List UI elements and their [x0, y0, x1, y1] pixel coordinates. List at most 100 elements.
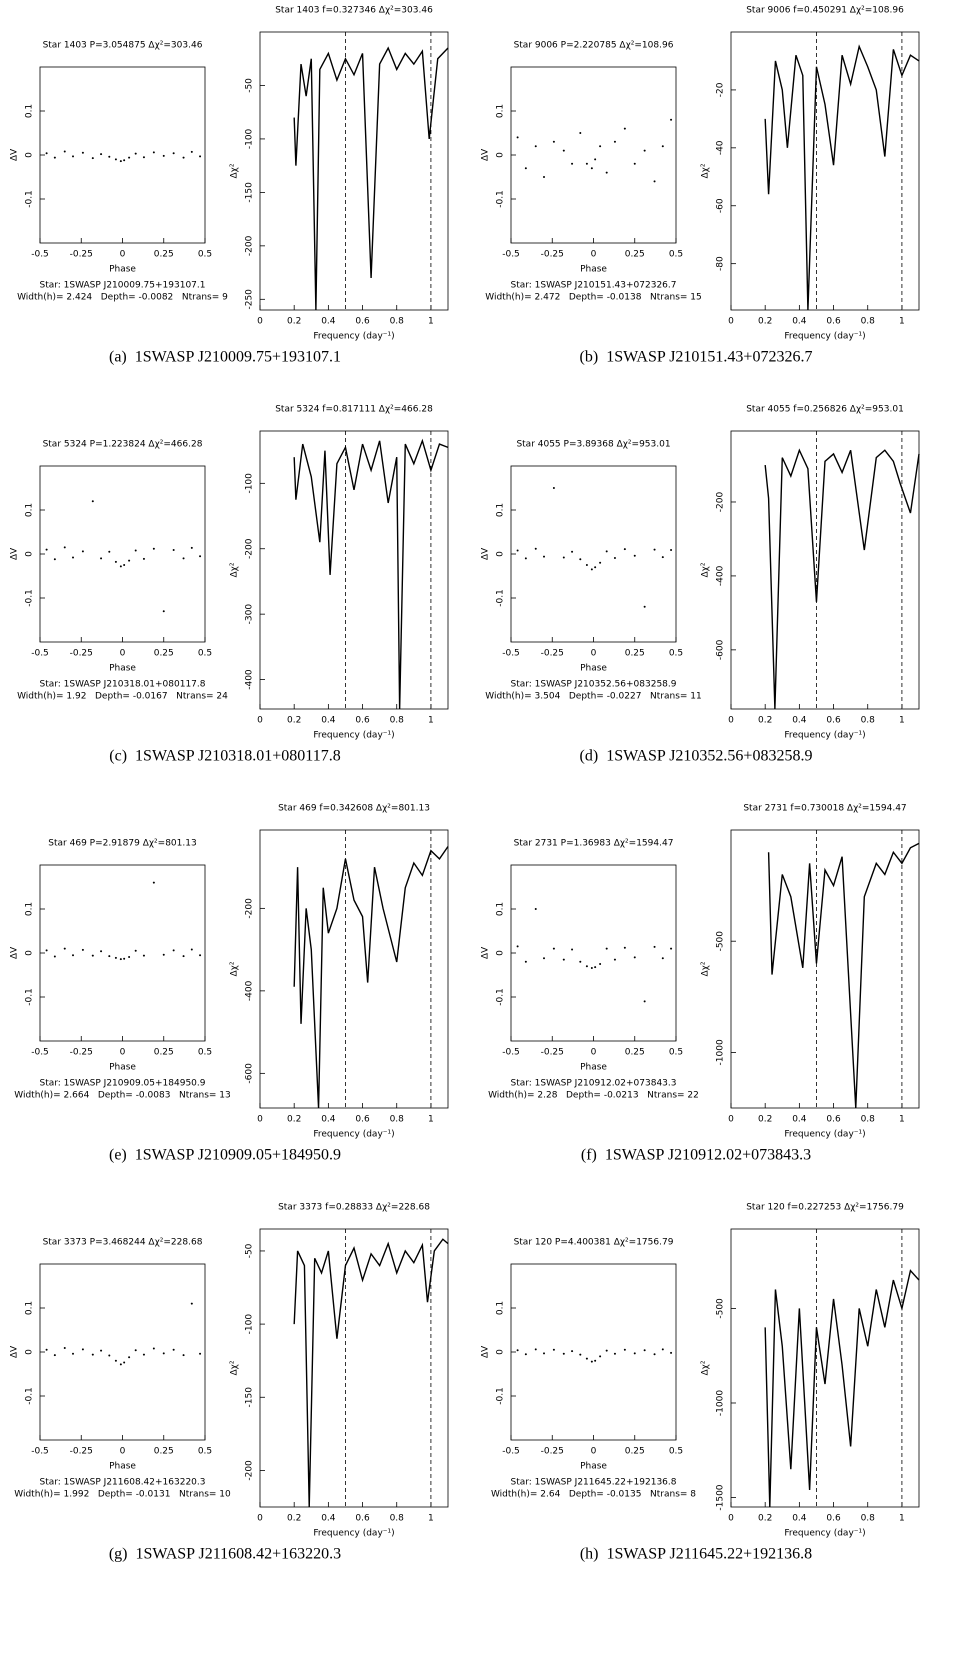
data-point	[100, 557, 103, 560]
data-point	[653, 180, 656, 183]
x-tick-label: -0.5	[31, 649, 49, 659]
plot-frame	[730, 1228, 920, 1508]
data-point	[162, 1352, 165, 1355]
y-tick-label: -500	[716, 1298, 726, 1319]
data-point	[534, 908, 537, 910]
data-point	[653, 1353, 656, 1356]
x-tick-label: 0	[257, 1115, 263, 1125]
annotation: Star: 1SWASP J210009.75+193107.1	[39, 281, 205, 291]
y-tick-label: -1000	[716, 1390, 726, 1416]
data-point	[190, 150, 193, 153]
y-axis-label: Δχ²	[230, 961, 240, 976]
x-tick-label: 0.5	[669, 649, 683, 659]
data-point	[72, 556, 74, 559]
data-point	[670, 1351, 673, 1354]
data-point	[562, 149, 565, 152]
data-point	[119, 565, 122, 568]
x-axis-label: Phase	[580, 1063, 607, 1073]
x-axis-label: Phase	[109, 1063, 136, 1073]
data-point	[128, 1356, 131, 1359]
x-tick-label: 0.4	[321, 1514, 336, 1524]
x-tick-label: 0.5	[198, 1447, 212, 1457]
caption: (b) 1SWASP J210151.43+072326.7	[580, 349, 813, 366]
data-point	[162, 154, 165, 157]
data-point	[605, 550, 608, 553]
plot-frame	[259, 829, 449, 1109]
chart-title: Star 469 f=0.342608 Δχ²=801.13	[278, 804, 430, 814]
data-point	[172, 152, 175, 155]
y-tick-label: -0.1	[25, 190, 35, 208]
x-tick-label: -0.25	[70, 649, 93, 659]
x-tick-label: 1	[899, 317, 905, 327]
x-tick-label: 0.25	[154, 649, 174, 659]
data-point	[543, 176, 545, 178]
data-point	[594, 566, 597, 569]
x-axis-label: Frequency (day⁻¹)	[313, 332, 394, 342]
data-point	[190, 1302, 193, 1305]
x-tick-label: 1	[899, 1514, 905, 1524]
x-tick-label: -0.25	[70, 250, 93, 260]
annotation: Width(h)= 2.472 Depth= -0.0138 Ntrans= 1…	[485, 293, 701, 303]
y-tick-label: -200	[245, 235, 255, 256]
data-point	[63, 947, 66, 950]
data-point	[613, 1352, 616, 1355]
data-point	[599, 145, 602, 148]
data-point	[524, 557, 527, 560]
y-tick-label: 0	[25, 152, 35, 158]
y-tick-label: -200	[716, 491, 726, 512]
data-point	[661, 145, 664, 148]
x-tick-label: 0.6	[355, 716, 370, 726]
chart-title: Star 4055 f=0.256826 Δχ²=953.01	[746, 405, 904, 415]
y-axis-label: ΔV	[481, 547, 491, 560]
data-point	[579, 960, 582, 963]
x-tick-label: 0.6	[826, 317, 841, 327]
y-tick-label: -150	[245, 1387, 255, 1408]
data-point	[45, 152, 48, 155]
data-point	[172, 1348, 175, 1351]
plot-frame	[510, 864, 677, 1042]
data-point	[81, 948, 84, 951]
data-point	[524, 167, 527, 170]
data-point	[128, 156, 131, 159]
x-tick-label: 0	[257, 317, 263, 327]
data-point	[633, 956, 636, 959]
chart-title: Star 4055 P=3.89368 Δχ²=953.01	[516, 440, 670, 450]
chart-title: Star 5324 f=0.817111 Δχ²=466.28	[275, 405, 433, 415]
annotation: Star: 1SWASP J210909.05+184950.9	[39, 1079, 205, 1089]
data-point	[100, 153, 103, 156]
data-point	[53, 1354, 56, 1357]
x-tick-label: -0.25	[70, 1447, 93, 1457]
x-tick-label: 0.8	[861, 716, 876, 726]
data-point	[142, 1353, 145, 1356]
data-point	[534, 547, 537, 550]
data-point	[543, 1352, 545, 1355]
y-tick-label: -200	[245, 1460, 255, 1481]
y-tick-label: -200	[245, 538, 255, 559]
x-tick-label: 0	[728, 317, 734, 327]
x-tick-label: -0.5	[502, 649, 520, 659]
data-point	[45, 949, 48, 952]
x-tick-label: 0.4	[792, 716, 807, 726]
x-tick-label: -0.5	[502, 250, 520, 260]
y-tick-label: -200	[245, 898, 255, 919]
x-tick-label: 0.6	[355, 1514, 370, 1524]
y-tick-label: -0.1	[496, 589, 506, 607]
data-point	[613, 556, 616, 559]
x-axis-label: Phase	[580, 664, 607, 674]
x-tick-label: 0.5	[669, 1447, 683, 1457]
x-axis-label: Frequency (day⁻¹)	[784, 332, 865, 342]
data-point	[633, 554, 636, 557]
data-point	[172, 949, 175, 952]
data-point	[613, 958, 616, 961]
plot-frame	[39, 66, 206, 244]
chart-title: Star 3373 P=3.468244 Δχ²=228.68	[43, 1238, 203, 1248]
y-axis-label: Δχ²	[701, 1360, 711, 1375]
periodogram-line	[293, 1238, 449, 1508]
x-tick-label: 0.5	[669, 250, 683, 260]
plot-frame	[259, 31, 449, 311]
x-tick-label: 0.2	[758, 716, 772, 726]
data-point	[119, 160, 122, 163]
x-axis-label: Frequency (day⁻¹)	[784, 731, 865, 741]
x-tick-label: 0	[728, 1115, 734, 1125]
y-tick-label: 0	[496, 1349, 506, 1355]
